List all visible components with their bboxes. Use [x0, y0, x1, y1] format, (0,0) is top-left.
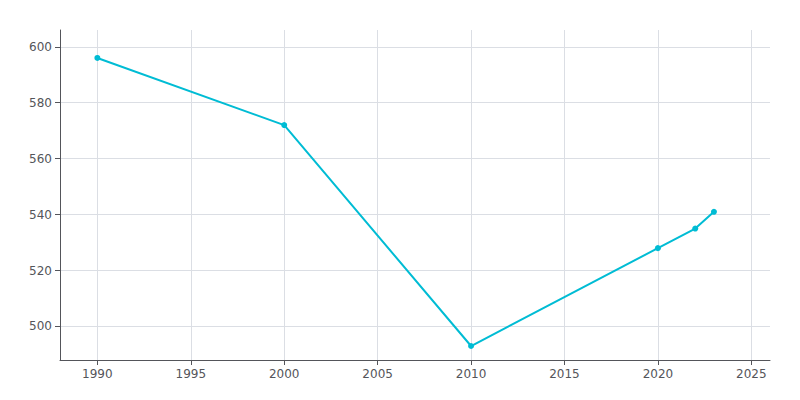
svg-text:520: 520: [29, 264, 52, 278]
svg-text:2010: 2010: [456, 367, 487, 381]
svg-text:2025: 2025: [736, 367, 767, 381]
svg-text:2020: 2020: [643, 367, 674, 381]
svg-text:2005: 2005: [362, 367, 393, 381]
svg-text:2015: 2015: [549, 367, 580, 381]
svg-text:500: 500: [29, 319, 52, 333]
svg-text:580: 580: [29, 96, 52, 110]
svg-text:2000: 2000: [269, 367, 300, 381]
svg-text:1990: 1990: [82, 367, 113, 381]
svg-text:600: 600: [29, 40, 52, 54]
svg-text:560: 560: [29, 152, 52, 166]
svg-text:540: 540: [29, 208, 52, 222]
svg-text:1995: 1995: [176, 367, 207, 381]
